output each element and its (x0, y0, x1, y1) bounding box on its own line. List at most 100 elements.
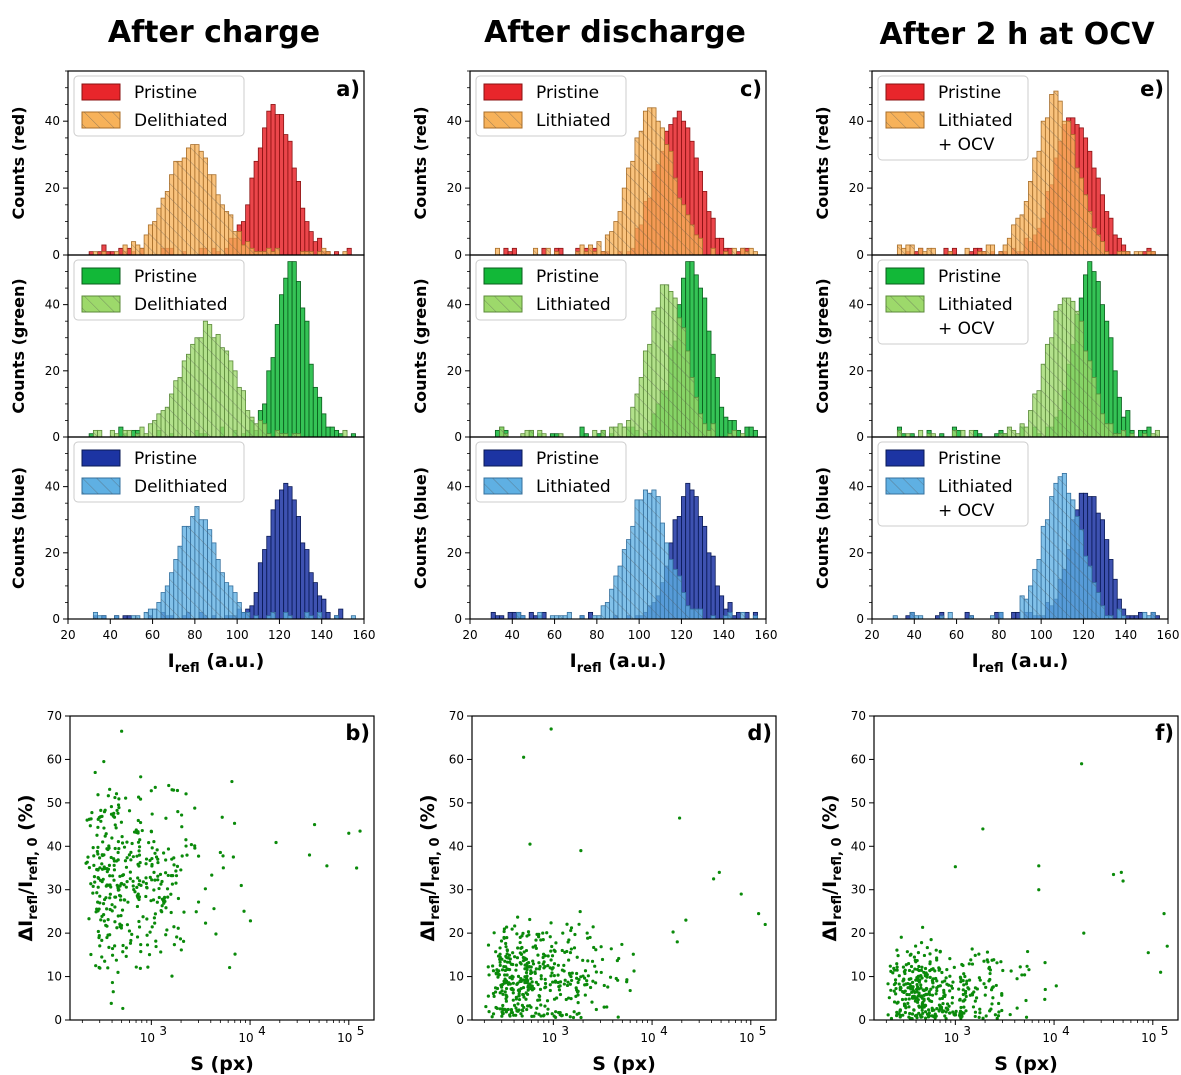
treated-bar-hatch (173, 380, 178, 437)
scatter-point (91, 846, 95, 850)
scatter-point (503, 990, 507, 994)
y-axis-label: ΔIrefl/Irefl, 0 (%) (819, 794, 845, 941)
scatter-point (112, 815, 117, 819)
treated-bar-hatch (186, 147, 191, 255)
scatter-point (907, 1005, 911, 1009)
scatter-point (887, 996, 891, 1000)
pristine-bar (752, 429, 758, 438)
scatter-point (981, 827, 985, 831)
scatter-point (920, 1015, 924, 1019)
treated-bar-hatch (948, 251, 953, 255)
scatter-point (355, 866, 359, 870)
scatter-point (712, 877, 716, 881)
scatter-point (919, 968, 924, 972)
scatter-point (935, 979, 939, 983)
treated-bar-hatch (588, 244, 593, 255)
treated-bar-hatch (605, 234, 610, 255)
scatter-point (924, 979, 928, 983)
treated-bar-hatch (681, 592, 686, 619)
x-tick-exponent: 4 (258, 1024, 266, 1038)
scatter-point (148, 930, 152, 934)
scatter-point (242, 909, 246, 913)
x-tick-label: 120 (1072, 628, 1095, 642)
scatter-point (89, 882, 93, 886)
treated-bar-hatch (114, 251, 119, 255)
scatter-point (232, 821, 237, 825)
treated-bar-hatch (601, 251, 606, 255)
treated-bar-hatch (575, 251, 580, 255)
scatter-point (96, 825, 100, 829)
treated-bar-hatch (207, 174, 212, 255)
scatter-point (102, 760, 106, 764)
scatter-point (1009, 969, 1013, 973)
scatter-point (98, 901, 102, 905)
scatter-point (84, 861, 88, 865)
scatter-point (914, 987, 919, 992)
treated-bar-hatch (1024, 201, 1029, 255)
treated-bar-hatch (630, 161, 635, 255)
scatter-point (105, 870, 109, 874)
scatter-point (763, 922, 767, 927)
treated-bar-hatch (342, 251, 348, 255)
treated-bar-hatch (169, 174, 174, 255)
treated-bar-hatch (309, 615, 314, 619)
scatter-point (484, 1004, 488, 1009)
pristine-bar (744, 611, 750, 620)
scatter-point (1025, 964, 1029, 968)
scatter-point (1165, 944, 1169, 948)
treated-bar-hatch (216, 194, 221, 255)
x-tick-label: 10 (140, 1031, 155, 1045)
treated-bar-hatch (220, 204, 225, 255)
legend-swatch-hatch (82, 112, 120, 128)
pristine-bar (295, 516, 301, 620)
treated-bar-hatch (893, 615, 898, 619)
scatter-point (136, 862, 140, 866)
scatter-point (554, 1010, 558, 1014)
scatter-point (172, 863, 176, 867)
scatter-point (565, 949, 569, 954)
legend-label-treated: Delithiated (134, 111, 228, 131)
scatter-point (916, 974, 920, 978)
pristine-bar (994, 611, 1000, 620)
y-axis-label-part: refl (26, 895, 41, 920)
scatter-point (157, 895, 161, 900)
scatter-point (978, 978, 982, 982)
scatter-point (312, 822, 317, 827)
pristine-bar (304, 221, 310, 256)
treated-bar-hatch (939, 615, 944, 619)
scatter-point (585, 979, 589, 983)
scatter-point (983, 993, 987, 997)
treated-bar-hatch (723, 251, 728, 255)
scatter-point (239, 883, 243, 888)
scatter-point (550, 954, 555, 958)
pristine-bar (588, 611, 594, 620)
treated-bar-hatch (1024, 599, 1029, 619)
pristine-bar (266, 110, 272, 256)
treated-bar-hatch (1036, 390, 1042, 437)
scatter-point (154, 944, 158, 949)
treated-bar-hatch (931, 433, 936, 437)
pristine-bar (312, 386, 318, 438)
legend-label-treated: + OCV (938, 319, 995, 339)
treated-bar-hatch (685, 214, 690, 255)
scatter-point (175, 788, 180, 793)
y-tick-label: 10 (449, 970, 464, 984)
treated-bar-hatch (203, 519, 208, 619)
treated-bar-hatch (122, 430, 128, 437)
pristine-bar (304, 320, 310, 438)
treated-bar-hatch (643, 489, 648, 619)
pristine-bar (973, 247, 979, 256)
scatter-point (981, 1016, 985, 1020)
scatter-point (110, 980, 115, 985)
scatter-point (541, 955, 545, 960)
scatter-point (91, 884, 95, 888)
treated-bar-hatch (1100, 605, 1105, 619)
y-axis-label: Counts (red) (813, 106, 832, 219)
scatter-point (307, 853, 312, 857)
treated-bar-hatch (199, 151, 204, 255)
scatter-point (684, 918, 688, 922)
x-tick-label: 60 (949, 628, 964, 642)
scatter-point (543, 954, 547, 958)
scatter-point (900, 997, 905, 1002)
treated-bar-hatch (634, 499, 640, 619)
